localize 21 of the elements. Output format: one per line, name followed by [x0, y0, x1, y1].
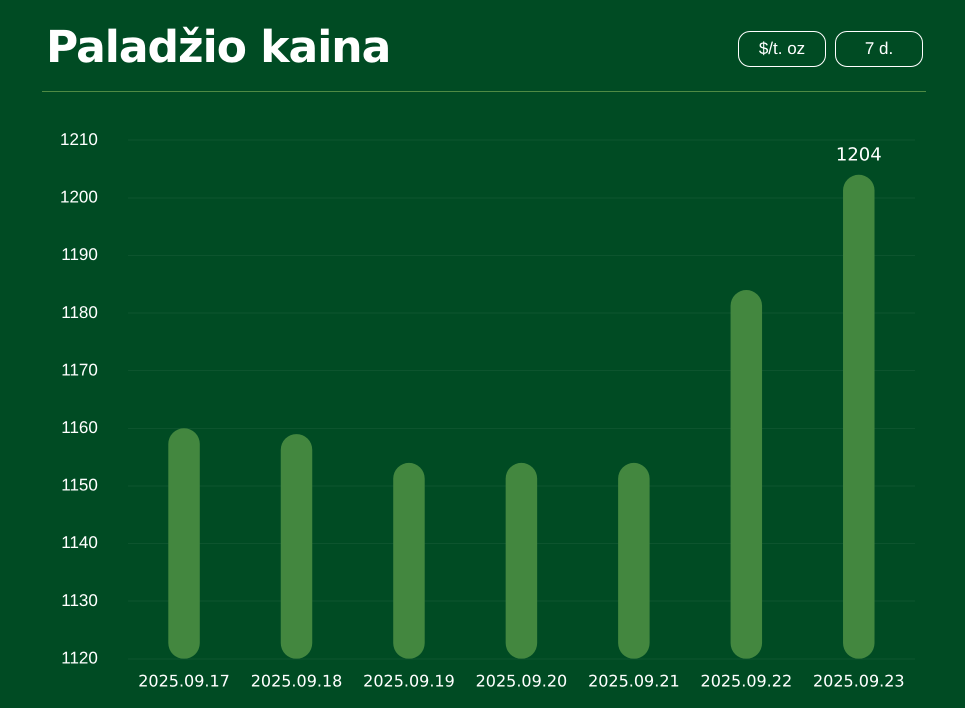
text: $/t. oz	[738, 31, 826, 67]
y-tick-label: 1130	[61, 590, 98, 610]
x-tick-label: 2025.09.22	[700, 672, 792, 691]
y-tick-label: 1190	[61, 245, 98, 264]
x-tick-label: 2025.09.20	[476, 672, 568, 691]
x-tick-label: 2025.09.17	[138, 672, 230, 691]
y-tick-label: 1160	[61, 418, 98, 437]
y-tick-label: 1180	[61, 302, 98, 322]
text: 7 d.	[835, 31, 923, 67]
data-label: 1204	[836, 144, 882, 166]
y-tick-label: 1200	[60, 188, 98, 207]
x-tick-label: 2025.09.21	[588, 672, 680, 691]
y-tick-label: 1210	[60, 130, 98, 149]
y-tick-label: 1120	[61, 648, 98, 668]
y-tick-label: 1170	[61, 360, 98, 380]
chart-title: Paladžio kaina	[46, 22, 390, 73]
x-tick-label: 2025.09.18	[250, 672, 342, 691]
y-tick-label: 1150	[61, 476, 98, 495]
x-tick-label: 2025.09.19	[363, 672, 455, 691]
x-tick-label: 2025.09.23	[812, 672, 905, 691]
y-tick-label: 1140	[61, 533, 98, 552]
